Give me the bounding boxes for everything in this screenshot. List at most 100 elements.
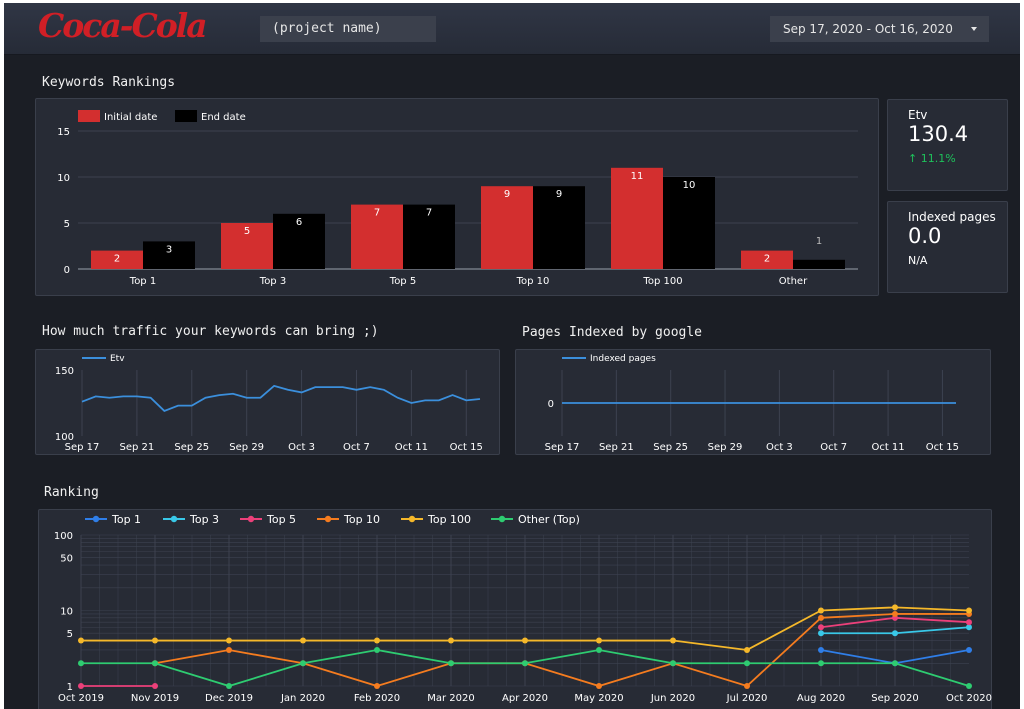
data-point	[596, 646, 602, 653]
data-label: 2	[764, 254, 770, 265]
data-point	[448, 660, 454, 667]
bar	[273, 213, 325, 269]
y-tick-label: 15	[57, 127, 70, 138]
data-point	[226, 683, 232, 689]
data-point	[892, 604, 898, 611]
bar	[611, 167, 663, 269]
y-tick-label: 10	[60, 607, 73, 618]
data-point	[966, 619, 972, 626]
data-point	[892, 610, 898, 617]
header-bar: Coca-Cola (project name) Sep 17, 2020 - …	[4, 3, 1020, 55]
x-tick-label: Top 5	[389, 276, 416, 287]
legend-label: Other (Top)	[518, 513, 580, 526]
scorecard-indexed-value: 0.0	[908, 224, 942, 248]
data-point	[818, 614, 824, 621]
x-tick-label: Oct 3	[766, 442, 793, 453]
data-label: 9	[556, 189, 562, 200]
x-tick-label: Dec 2019	[205, 693, 253, 704]
x-tick-label: Sep 25	[174, 442, 209, 453]
y-tick-label: 50	[60, 554, 73, 565]
data-point	[374, 637, 380, 644]
legend-marker	[324, 515, 332, 523]
brand-logo: Coca-Cola	[38, 6, 208, 45]
legend-marker	[92, 515, 100, 523]
data-point	[892, 660, 898, 667]
legend-label: Indexed pages	[590, 354, 656, 364]
scorecard-etv-label: Etv	[908, 108, 928, 122]
x-tick-label: Sep 17	[65, 442, 100, 453]
data-point	[448, 637, 454, 644]
scorecard-etv-value: 130.4	[908, 122, 969, 146]
data-point	[226, 637, 232, 644]
data-label: 7	[426, 208, 432, 219]
bar	[481, 186, 533, 269]
etv-line-chart: Sep 17 Sep 21 Sep 25 Sep 29 Oct 3 Oct 7 Oct 11…	[55, 354, 483, 453]
project-name-field[interactable]: (project name)	[260, 16, 436, 42]
x-tick-label: Jun 2020	[650, 693, 695, 704]
data-label: 2	[114, 254, 120, 265]
x-tick-label: Sep 21	[120, 442, 155, 453]
data-label: 9	[504, 189, 510, 200]
data-point	[818, 630, 824, 637]
data-point	[596, 683, 602, 689]
y-tick-label: 5	[64, 219, 70, 230]
data-label: 1	[816, 236, 822, 247]
data-point	[670, 637, 676, 644]
chevron-down-icon[interactable]	[971, 27, 977, 31]
bar	[793, 259, 845, 269]
data-point	[818, 607, 824, 614]
y-tick-label: 100	[55, 432, 74, 443]
section-title-ranking: Ranking	[44, 485, 99, 500]
data-point	[744, 646, 750, 653]
data-point	[966, 646, 972, 653]
y-tick-label: 0	[548, 399, 554, 410]
legend-swatch	[175, 110, 197, 122]
scorecard-etv: Etv 130.4 ↑ 11.1%	[887, 99, 1008, 191]
data-point	[300, 660, 306, 667]
bar	[351, 204, 403, 269]
data-point	[818, 646, 824, 653]
x-tick-label: Oct 7	[343, 442, 370, 453]
x-tick-label: Sep 17	[545, 442, 580, 453]
x-tick-label: Oct 2020	[946, 693, 992, 704]
date-range-label: Sep 17, 2020 - Oct 16, 2020	[783, 22, 953, 36]
data-point	[966, 683, 972, 689]
data-point	[670, 660, 676, 667]
data-point	[966, 624, 972, 631]
scorecard-indexed-delta: N/A	[908, 254, 928, 267]
keywords-bar-chart-panel: 0 5 10 15 Top 1 2 3 Top 3 5 6 Top 5 7 7 Top 10 9 9 Top 1…	[35, 98, 879, 296]
data-label: 10	[683, 180, 696, 191]
section-title-pages-indexed: Pages Indexed by google	[522, 325, 703, 340]
dashboard-frame: Coca-Cola (project name) Sep 17, 2020 - …	[4, 3, 1020, 709]
bar	[741, 250, 793, 269]
legend-marker	[247, 515, 255, 523]
data-label: 11	[631, 171, 644, 182]
data-point	[596, 637, 602, 644]
legend-swatch	[78, 110, 100, 122]
x-tick-label: Top 3	[259, 276, 286, 287]
etv-line-chart-panel: Sep 17 Sep 21 Sep 25 Sep 29 Oct 3 Oct 7 Oct 11…	[35, 349, 500, 455]
date-range-picker[interactable]: Sep 17, 2020 - Oct 16, 2020	[770, 16, 989, 42]
bar	[663, 177, 715, 269]
data-point	[226, 646, 232, 653]
legend-label: Etv	[110, 354, 125, 364]
data-point	[522, 637, 528, 644]
indexed-line-chart: Sep 17 Sep 21 Sep 25 Sep 29 Oct 3 Oct 7 Oct 11…	[545, 354, 959, 453]
data-point	[152, 660, 158, 667]
legend-label: Top 100	[427, 513, 471, 526]
x-tick-label: Top 100	[642, 276, 682, 287]
data-point	[744, 660, 750, 667]
x-tick-label: Top 1	[129, 276, 156, 287]
legend-label: Top 3	[189, 513, 219, 526]
bar	[143, 241, 195, 269]
x-tick-label: Jan 2020	[280, 693, 325, 704]
scorecard-indexed-label: Indexed pages	[908, 210, 996, 224]
data-point	[374, 646, 380, 653]
x-tick-label: Nov 2019	[131, 693, 179, 704]
x-tick-label: Aug 2020	[797, 693, 845, 704]
x-tick-label: Oct 2019	[58, 693, 104, 704]
legend-label: End date	[201, 112, 246, 123]
data-label: 5	[244, 226, 250, 237]
bar	[533, 186, 585, 269]
legend-marker	[498, 515, 506, 523]
